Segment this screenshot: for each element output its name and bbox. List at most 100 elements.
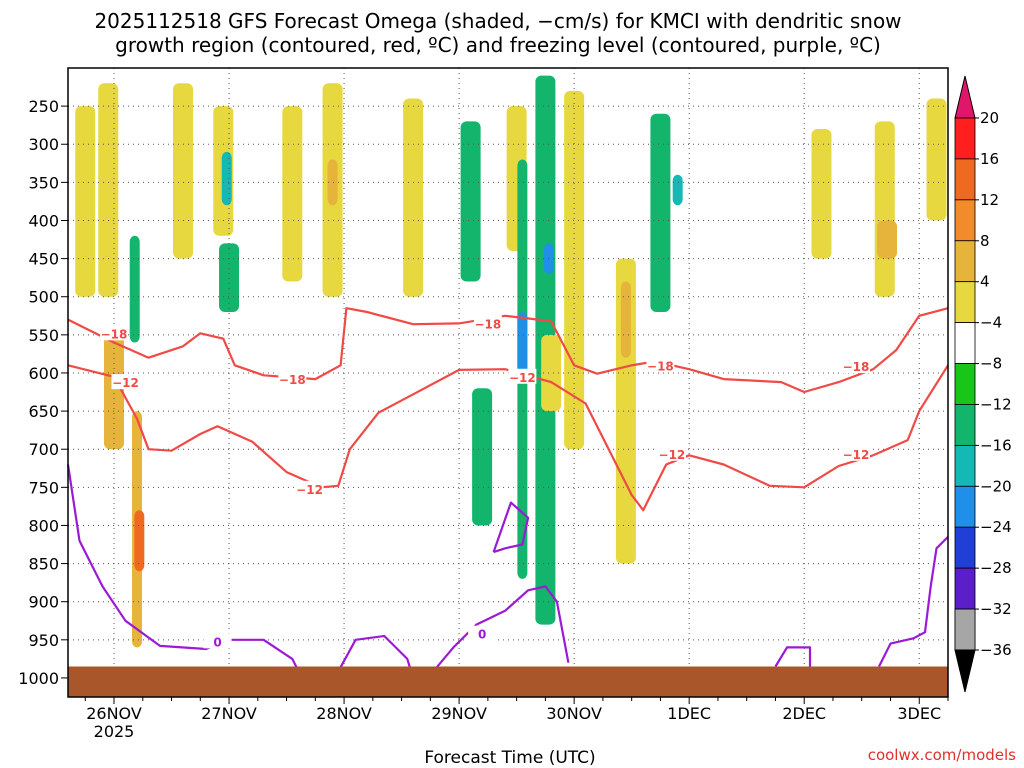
ground-fill <box>68 666 948 697</box>
credit-text: coolwx.com/models <box>868 746 1016 764</box>
colorbar-band <box>954 526 976 569</box>
contour-freezing-level <box>66 464 305 683</box>
omega-cell <box>134 510 145 572</box>
x-tick-label: 29NOV <box>431 704 487 723</box>
y-tick-label: 800 <box>28 516 59 535</box>
contour-freezing-level-5 <box>774 646 812 668</box>
contour-label-bg <box>646 357 675 373</box>
contour-label: −18 <box>474 317 501 331</box>
x-tick-sublabel: 2025 <box>94 722 135 741</box>
x-tick-label: 3DEC <box>897 704 941 723</box>
omega-shading <box>75 75 947 648</box>
omega-cell <box>877 220 898 259</box>
y-tick-label: 950 <box>28 631 59 650</box>
omega-cell <box>672 174 683 206</box>
plot-border <box>67 67 949 698</box>
colorbar-band <box>954 117 976 160</box>
contour-label-bg <box>295 480 324 496</box>
colorbar-label: −32 <box>980 600 1012 618</box>
colorbar-band <box>954 404 976 446</box>
contour-label: 0 <box>478 628 486 642</box>
x-axis-label: Forecast Time (UTC) <box>424 748 595 768</box>
colorbar-band <box>954 281 976 324</box>
colorbar-label: −4 <box>980 314 1002 332</box>
contour-dgz-upper <box>67 307 949 394</box>
y-tick-label: 500 <box>28 288 59 307</box>
contour-label: −12 <box>509 371 536 385</box>
x-tick-label: 1DEC <box>667 704 711 723</box>
y-tick-label: 450 <box>28 250 59 269</box>
contour-label: −18 <box>843 360 870 374</box>
omega-cell <box>75 106 96 297</box>
chart-title-line1: 2025112518 GFS Forecast Omega (shaded, −… <box>94 9 901 33</box>
colorbar-band <box>954 240 976 283</box>
omega-cell <box>460 121 481 282</box>
omega-cell <box>564 90 585 450</box>
omega-cell <box>472 388 493 526</box>
colorbar-label: −24 <box>980 518 1012 536</box>
contour-dgz-lower <box>67 364 949 512</box>
contour-label: −12 <box>843 448 870 462</box>
omega-cell <box>517 311 528 373</box>
contour-freezing-level-3 <box>423 585 570 683</box>
colorbar-band <box>954 444 976 487</box>
omega-cell <box>327 159 338 206</box>
omega-cell <box>282 106 303 282</box>
omega-cell <box>874 121 895 297</box>
omega-cell <box>541 334 562 412</box>
omega-cell <box>221 151 232 206</box>
y-tick-label: 650 <box>28 402 59 421</box>
chart-title-line2: growth region (contoured, red, ºC) and f… <box>115 33 881 57</box>
colorbar-label: 8 <box>980 232 990 250</box>
x-tick-label: 2DEC <box>782 704 826 723</box>
colorbar-band <box>954 608 976 651</box>
y-tick-label: 1000 <box>18 669 59 688</box>
contour-label: −18 <box>279 373 306 387</box>
colorbar: 20 16 12 8 4 −4 −8 −12 −16 −20 −24 −28 −32 −36 <box>954 75 1012 693</box>
y-tick-label: 850 <box>28 555 59 574</box>
y-axis-ticks: 250 300 350 400 450 500 550 600 650 700 750 800 850 9… <box>18 97 68 688</box>
contour-label: 0 <box>213 635 221 649</box>
x-tick-label: 27NOV <box>201 704 257 723</box>
contour-label-bg <box>468 625 497 641</box>
colorbar-band <box>954 199 976 242</box>
colorbar-label: −20 <box>980 477 1012 495</box>
colorbar-label: 4 <box>980 273 990 291</box>
contour-label-bg <box>100 325 129 341</box>
omega-cell <box>403 98 424 297</box>
colorbar-band <box>954 485 976 528</box>
colorbar-band <box>954 158 976 201</box>
x-tick-label: 28NOV <box>316 704 372 723</box>
contour-label-bg <box>278 371 307 387</box>
temperature-contours: −18 −18 −18 −18 −18 −12 −12 −12 −12 −12 0 0 <box>66 307 949 683</box>
y-tick-label: 700 <box>28 440 59 459</box>
contour-label: −12 <box>112 376 139 390</box>
contour-label-bg <box>657 445 686 461</box>
omega-cell <box>650 113 671 312</box>
omega-cell <box>811 128 832 259</box>
contour-label-bg <box>473 315 502 331</box>
contour-label-bg <box>508 368 537 384</box>
omega-cell <box>173 83 194 259</box>
contour-freezing-level-6 <box>878 536 949 667</box>
colorbar-band <box>954 322 976 364</box>
omega-cell <box>129 235 140 343</box>
omega-cell <box>104 334 125 450</box>
contour-freezing-level-2 <box>331 634 415 683</box>
colorbar-band <box>954 363 976 405</box>
x-tick-label: 26NOV <box>86 704 142 723</box>
contour-label: −12 <box>659 448 686 462</box>
colorbar-label: −16 <box>980 436 1012 454</box>
y-tick-label: 600 <box>28 364 59 383</box>
contour-freezing-level-4 <box>492 501 530 554</box>
contour-label-bg <box>203 633 232 649</box>
colorbar-label: 16 <box>980 150 999 168</box>
colorbar-label: −36 <box>980 641 1012 659</box>
contour-label-bg <box>841 445 870 461</box>
colorbar-label: 12 <box>980 191 999 209</box>
ground-layer <box>68 666 948 697</box>
colorbar-bottom-arrow <box>954 649 976 693</box>
plot-frame <box>67 67 949 698</box>
